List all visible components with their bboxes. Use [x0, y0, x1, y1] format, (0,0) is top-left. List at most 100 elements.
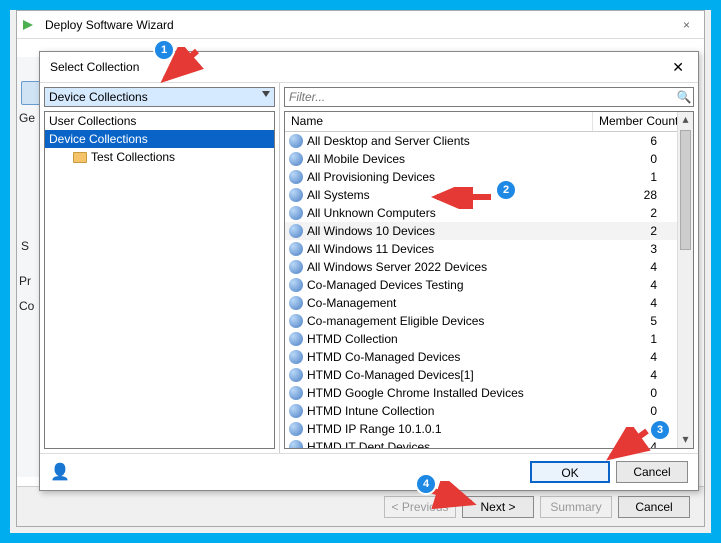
collection-tree[interactable]: User Collections Device Collections Test… — [44, 111, 275, 449]
list-item-name: HTMD IP Range 10.1.0.1 — [307, 422, 577, 436]
collection-icon — [289, 296, 303, 310]
collection-icon — [289, 224, 303, 238]
list-item[interactable]: All Windows 10 Devices2 — [285, 222, 677, 240]
list-item-name: All Desktop and Server Clients — [307, 134, 577, 148]
list-item[interactable]: HTMD Co-Managed Devices4 — [285, 348, 677, 366]
collection-icon — [289, 188, 303, 202]
wizard-arrow-icon — [23, 17, 39, 33]
list-item[interactable]: HTMD Intune Collection0 — [285, 402, 677, 420]
list-item[interactable]: All Desktop and Server Clients6 — [285, 132, 677, 150]
wizard-close-button[interactable]: × — [675, 16, 698, 34]
collection-icon — [289, 134, 303, 148]
tree-item-test-collections[interactable]: Test Collections — [45, 148, 274, 166]
list-item-count: 1 — [577, 170, 677, 184]
annotation-badge-4: 4 — [417, 475, 435, 493]
list-item-name: HTMD Co-Managed Devices[1] — [307, 368, 577, 382]
list-item[interactable]: Co-Managed Devices Testing4 — [285, 276, 677, 294]
collection-type-combo[interactable]: Device Collections — [44, 87, 275, 107]
wizard-window: Deploy Software Wizard × Ge S Pr Co < Pr… — [16, 10, 705, 527]
collection-icon — [289, 350, 303, 364]
wizard-cancel-button[interactable]: Cancel — [618, 496, 690, 518]
collection-icon — [289, 368, 303, 382]
scroll-up-icon[interactable]: ▴ — [678, 112, 693, 128]
list-item-name: Co-Management — [307, 296, 577, 310]
combo-value: Device Collections — [49, 90, 148, 104]
left-pane: Device Collections User Collections Devi… — [40, 83, 280, 453]
list-item-count: 0 — [577, 152, 677, 166]
filter-input[interactable] — [285, 90, 675, 104]
dialog-title: Select Collection — [50, 60, 139, 74]
list-item-count: 4 — [577, 260, 677, 274]
column-name[interactable]: Name — [285, 112, 593, 131]
tree-item-label: Test Collections — [91, 150, 175, 164]
list-item[interactable]: All Windows 11 Devices3 — [285, 240, 677, 258]
collection-icon — [289, 152, 303, 166]
list-item-count: 4 — [577, 350, 677, 364]
annotation-badge-1: 1 — [155, 41, 173, 59]
collection-icon — [289, 170, 303, 184]
list-item[interactable]: All Windows Server 2022 Devices4 — [285, 258, 677, 276]
filter-row: 🔍 — [284, 87, 694, 107]
wizard-side-ge: Ge — [19, 111, 31, 125]
list-item[interactable]: All Provisioning Devices1 — [285, 168, 677, 186]
list-item-count: 3 — [577, 242, 677, 256]
wizard-title: Deploy Software Wizard — [45, 18, 174, 32]
ok-button[interactable]: OK — [530, 461, 610, 483]
list-item-name: HTMD IT Dept Devices — [307, 440, 577, 448]
collection-icon — [289, 422, 303, 436]
wizard-footer: < Previous Next > Summary Cancel — [17, 486, 704, 526]
annotation-badge-2: 2 — [497, 181, 515, 199]
list-item-name: Co-management Eligible Devices — [307, 314, 577, 328]
wizard-side-s: S — [19, 239, 31, 253]
list-item-name: HTMD Intune Collection — [307, 404, 577, 418]
list-item-name: All Provisioning Devices — [307, 170, 577, 184]
list-item-count: 4 — [577, 296, 677, 310]
list-item[interactable]: HTMD Co-Managed Devices[1]4 — [285, 366, 677, 384]
scroll-down-icon[interactable]: ▾ — [678, 432, 693, 448]
list-item-name: All Windows Server 2022 Devices — [307, 260, 577, 274]
collection-icon — [289, 314, 303, 328]
list-item-count: 5 — [577, 314, 677, 328]
collection-icon — [289, 440, 303, 448]
listview-scrollbar[interactable]: ▴ ▾ — [677, 112, 693, 448]
list-item-count: 4 — [577, 278, 677, 292]
tree-item-device-collections[interactable]: Device Collections — [45, 130, 274, 148]
select-collection-dialog: Select Collection ✕ Device Collections U… — [39, 51, 699, 491]
list-item[interactable]: All Mobile Devices0 — [285, 150, 677, 168]
list-item[interactable]: Co-Management4 — [285, 294, 677, 312]
app-frame: Deploy Software Wizard × Ge S Pr Co < Pr… — [0, 0, 721, 543]
list-item[interactable]: Co-management Eligible Devices5 — [285, 312, 677, 330]
dialog-header: Select Collection ✕ — [40, 52, 698, 82]
dialog-close-button[interactable]: ✕ — [668, 59, 688, 76]
folder-icon — [73, 152, 87, 163]
collections-listview: Name Member Count All Desktop and Server… — [284, 111, 694, 449]
scroll-thumb[interactable] — [680, 130, 691, 250]
chevron-down-icon — [262, 91, 270, 97]
list-item-name: HTMD Collection — [307, 332, 577, 346]
wizard-titlebar: Deploy Software Wizard × — [17, 11, 704, 39]
dialog-content: Device Collections User Collections Devi… — [40, 82, 698, 454]
list-item[interactable]: HTMD Google Chrome Installed Devices0 — [285, 384, 677, 402]
list-item-count: 2 — [577, 206, 677, 220]
collection-icon — [289, 332, 303, 346]
search-icon[interactable]: 🔍 — [675, 90, 693, 104]
annotation-arrow-3 — [603, 427, 657, 467]
list-item-count: 28 — [577, 188, 677, 202]
person-icon[interactable]: 👤 — [50, 462, 70, 482]
collection-icon — [289, 260, 303, 274]
list-item-name: All Mobile Devices — [307, 152, 577, 166]
listview-body: All Desktop and Server Clients6All Mobil… — [285, 132, 677, 448]
collection-icon — [289, 404, 303, 418]
list-item-count: 4 — [577, 368, 677, 382]
collection-icon — [289, 242, 303, 256]
list-item-name: All Windows 10 Devices — [307, 224, 577, 238]
list-item-name: HTMD Co-Managed Devices — [307, 350, 577, 364]
collection-icon — [289, 278, 303, 292]
dialog-footer: 👤 OK Cancel — [40, 454, 698, 490]
wizard-side-co: Co — [19, 299, 31, 313]
listview-header: Name Member Count — [285, 112, 693, 132]
list-item-count: 6 — [577, 134, 677, 148]
right-pane: 🔍 Name Member Count All Desktop and Serv… — [280, 83, 698, 453]
tree-item-user-collections[interactable]: User Collections — [45, 112, 274, 130]
list-item[interactable]: HTMD Collection1 — [285, 330, 677, 348]
